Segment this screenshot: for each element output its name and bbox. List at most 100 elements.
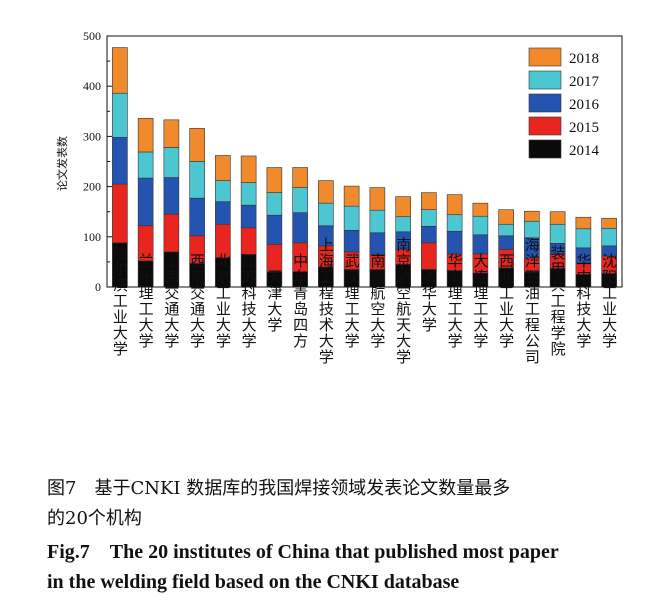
- bar-segment-2017-14: [446, 214, 463, 232]
- bar-segment-2017-11: [369, 209, 386, 234]
- bar-segment-2018-17: [524, 210, 540, 222]
- bar-segment-2016-3: [163, 177, 180, 215]
- bar-segment-2018-10: [343, 185, 360, 207]
- y-tick-label: 300: [83, 129, 101, 143]
- legend-swatch-2014: [528, 139, 562, 159]
- chart-legend: 2018 2017 2016 2015 2014: [528, 47, 600, 159]
- x-tick-label: 华中科技大学: [574, 253, 592, 349]
- bar-segment-2017-3: [163, 147, 180, 178]
- legend-swatch-2015: [528, 116, 562, 136]
- legend-label-2018: 2018: [569, 51, 599, 67]
- x-tick-label: 南昌航空大学: [368, 253, 386, 349]
- bar-segment-2017-2: [137, 151, 154, 179]
- bar-segment-2018-5: [215, 155, 231, 181]
- x-tick-label: 武汉理工大学: [343, 253, 361, 349]
- bar-segment-2017-1: [112, 92, 128, 138]
- x-tick-label: 装甲兵工程学院: [549, 245, 567, 357]
- caption-cn-line1: 图7 基于CNKI 数据库的我国焊接领域发表论文数量最多: [47, 478, 511, 499]
- x-tick-label: 华南理工大学: [446, 253, 464, 349]
- bar-segment-2016-10: [343, 229, 360, 253]
- bar-segment-2018-7: [266, 167, 283, 193]
- stacked-bar-chart: 哈尔滨工业大学 兰州理工大学 上海交通大学 西南交通大学 北京工业大学 江苏科技大学 天津大…: [55, 29, 623, 365]
- bar-segment-2018-19: [575, 216, 592, 230]
- bar-segment-2017-20: [601, 227, 617, 247]
- bar-segment-2017-4: [189, 161, 205, 199]
- bar-segment-2016-1: [112, 137, 128, 185]
- bar-segment-2016-5: [215, 201, 231, 225]
- x-tick-label: 大连理工大学: [471, 253, 489, 349]
- bar-segment-2016-7: [266, 214, 283, 245]
- bar-segment-2018-6: [240, 155, 257, 183]
- bar-segment-2016-4: [189, 197, 205, 237]
- x-tick-label: 清华大学: [420, 269, 438, 333]
- bar-segment-2017-12: [395, 216, 411, 233]
- bar-segment-2018-16: [498, 209, 514, 225]
- caption-en-line1: Fig.7 The 20 institutes of China that pu…: [47, 541, 559, 563]
- bar-segment-2015-6: [240, 227, 257, 255]
- legend-label-2015: 2015: [569, 120, 599, 136]
- bar-segment-2017-10: [343, 205, 360, 231]
- bar-segment-2018-14: [446, 194, 463, 216]
- bar-segment-2016-16: [498, 235, 514, 250]
- x-tick-label: 天津大学: [265, 269, 283, 333]
- x-tick-label: 兰州理工大学: [137, 253, 155, 349]
- y-axis-label: 论文发表数: [55, 136, 69, 191]
- y-tick-label: 400: [83, 79, 101, 93]
- bar-segment-2018-4: [189, 128, 205, 162]
- legend-swatch-2016: [528, 93, 562, 113]
- x-tick-label: 南京航空航天大学: [394, 237, 412, 365]
- x-tick-label: 中车青岛四方: [291, 253, 309, 349]
- legend-label-2014: 2014: [569, 143, 600, 159]
- caption-en-line2: in the welding field based on the CNKI d…: [47, 571, 460, 593]
- x-tick-label: 上海工程技术大学: [317, 237, 335, 365]
- bar-segment-2016-6: [240, 204, 257, 229]
- bar-segment-2018-9: [318, 180, 334, 204]
- bar-segment-2017-7: [266, 192, 283, 216]
- bar-segment-2017-17: [524, 220, 540, 239]
- axes-group: 哈尔滨工业大学 兰州理工大学 上海交通大学 西南交通大学 北京工业大学 江苏科技大学 天津大…: [55, 29, 623, 365]
- bar-segment-2017-19: [575, 228, 592, 249]
- bar-segment-2016-14: [446, 230, 463, 255]
- bar-segment-2017-18: [549, 223, 566, 244]
- bar-segment-2018-3: [163, 119, 180, 148]
- legend-swatch-2018: [528, 47, 562, 67]
- legend-label-2017: 2017: [569, 74, 600, 90]
- x-tick-label: 西北工业大学: [497, 253, 515, 349]
- bar-segment-2018-11: [369, 187, 386, 211]
- x-tick-label: 西南交通大学: [188, 253, 206, 349]
- x-tick-label: 哈尔滨工业大学: [111, 245, 129, 357]
- bar-segment-2016-15: [472, 234, 489, 255]
- caption-cn-line2: 的20个机构: [47, 508, 142, 529]
- bar-segment-2017-15: [472, 215, 489, 236]
- bar-segment-2015-13: [421, 242, 437, 270]
- bar-segment-2018-18: [549, 211, 566, 225]
- x-tick-label: 北京工业大学: [214, 253, 232, 349]
- bar-segment-2015-1: [112, 183, 128, 244]
- bar-segment-2017-13: [421, 209, 437, 227]
- y-tick-label: 500: [83, 29, 101, 43]
- bar-segment-2017-5: [215, 180, 231, 202]
- bar-segment-2016-13: [421, 225, 437, 244]
- bar-segment-2018-8: [292, 167, 308, 188]
- bar-segment-2015-3: [163, 213, 180, 253]
- x-tick-label: 江苏科技大学: [240, 253, 258, 349]
- bar-segment-2018-1: [112, 47, 128, 94]
- x-tick-label: 沈阳工业大学: [600, 253, 618, 349]
- bar-segment-2016-11: [369, 232, 386, 255]
- y-tick-label: 200: [83, 180, 101, 194]
- x-tick-label: 海洋石油工程公司: [523, 237, 541, 365]
- bar-segment-2018-15: [472, 202, 489, 217]
- bar-segment-2017-16: [498, 223, 514, 237]
- x-tick-label: 上海交通大学: [162, 253, 180, 349]
- bar-segment-2016-8: [292, 212, 308, 244]
- y-tick-label: 100: [83, 230, 101, 244]
- bar-segment-2017-6: [240, 182, 257, 206]
- y-tick-label: 0: [95, 280, 101, 294]
- legend-label-2016: 2016: [569, 97, 600, 113]
- bar-segment-2018-13: [421, 192, 437, 210]
- legend-swatch-2017: [528, 70, 562, 90]
- bar-segment-2017-8: [292, 187, 308, 214]
- bar-segment-2018-20: [601, 217, 617, 229]
- bar-segment-2018-12: [395, 196, 411, 218]
- bar-segment-2016-2: [137, 177, 154, 227]
